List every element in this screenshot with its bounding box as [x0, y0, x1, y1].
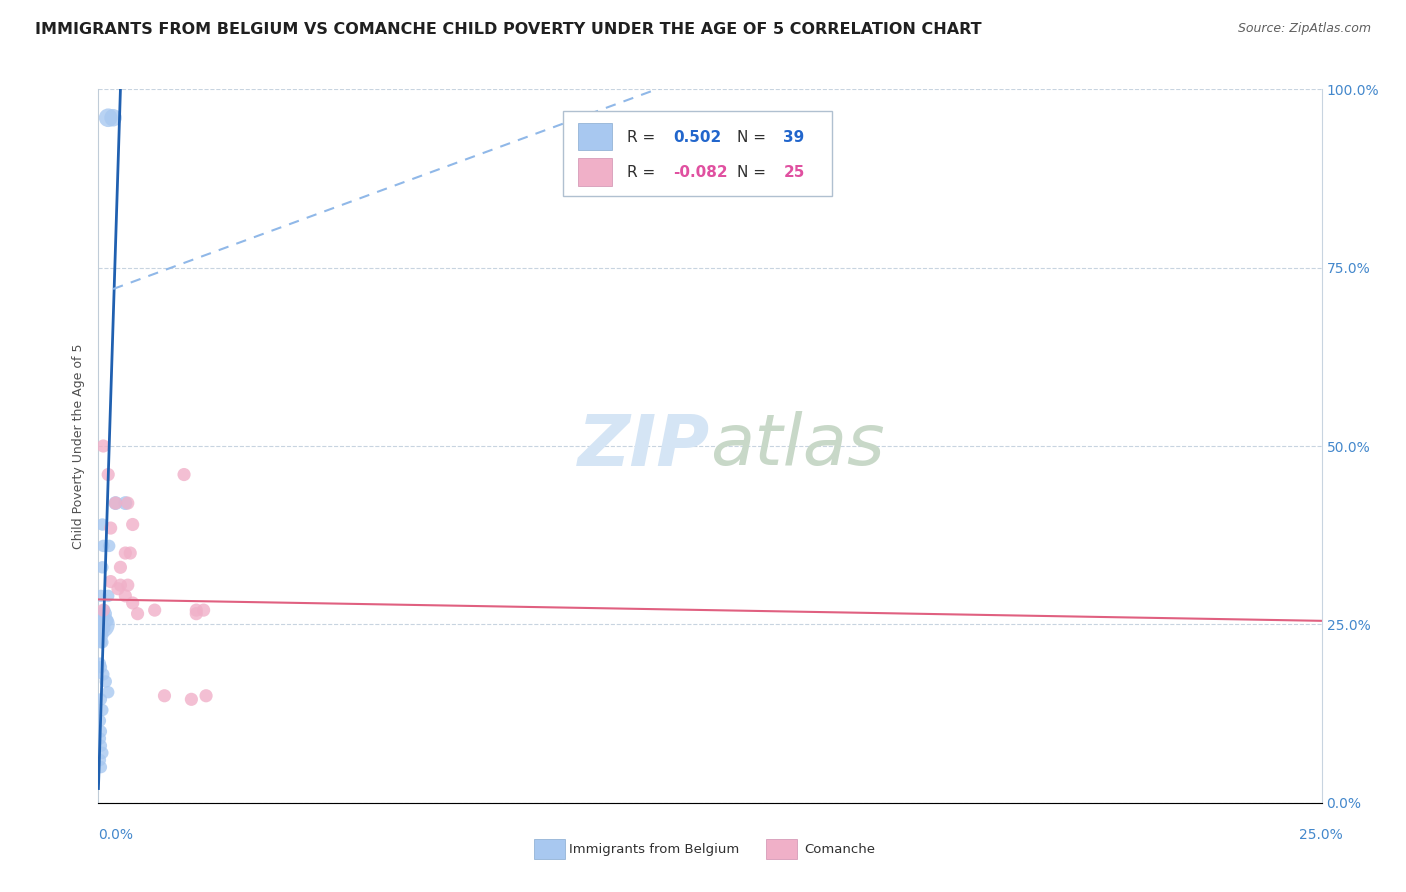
Point	[117, 496, 139, 510]
Text: ZIP: ZIP	[578, 411, 710, 481]
Point	[90, 724, 112, 739]
Point	[104, 496, 127, 510]
Point	[90, 610, 112, 624]
Point	[91, 628, 114, 642]
Text: R =: R =	[627, 129, 659, 145]
Point	[91, 439, 114, 453]
Text: 25: 25	[783, 165, 804, 180]
Point	[91, 746, 114, 760]
Point	[90, 660, 112, 674]
Point	[90, 635, 112, 649]
Point	[91, 667, 114, 681]
Text: IMMIGRANTS FROM BELGIUM VS COMANCHE CHILD POVERTY UNDER THE AGE OF 5 CORRELATION: IMMIGRANTS FROM BELGIUM VS COMANCHE CHIL…	[35, 22, 981, 37]
Point	[89, 624, 111, 639]
Point	[91, 610, 114, 624]
Point	[180, 692, 202, 706]
Point	[90, 760, 112, 774]
Point	[121, 517, 143, 532]
Point	[98, 539, 121, 553]
Point	[93, 603, 115, 617]
Point	[100, 574, 122, 589]
Text: N =: N =	[737, 129, 770, 145]
Point	[90, 589, 112, 603]
Text: R =: R =	[627, 165, 659, 180]
Point	[173, 467, 195, 482]
Point	[114, 546, 136, 560]
Point	[91, 703, 114, 717]
Point	[89, 753, 111, 767]
Point	[90, 617, 112, 632]
Point	[89, 731, 111, 746]
Point	[90, 739, 112, 753]
Point	[90, 626, 112, 640]
Point	[100, 521, 122, 535]
Point	[89, 657, 111, 671]
FancyBboxPatch shape	[564, 111, 832, 196]
Text: Source: ZipAtlas.com: Source: ZipAtlas.com	[1237, 22, 1371, 36]
Point	[101, 111, 124, 125]
Point	[104, 496, 127, 510]
Point	[90, 692, 112, 706]
Text: Comanche: Comanche	[804, 843, 875, 855]
Point	[114, 496, 136, 510]
Point	[91, 539, 114, 553]
Text: 25.0%: 25.0%	[1299, 828, 1343, 842]
Text: atlas: atlas	[710, 411, 884, 481]
Point	[97, 685, 120, 699]
Point	[97, 589, 120, 603]
Point	[186, 607, 208, 621]
Point	[121, 596, 143, 610]
Point	[195, 689, 218, 703]
Point	[143, 603, 166, 617]
Text: -0.082: -0.082	[673, 165, 728, 180]
Text: 0.0%: 0.0%	[98, 828, 134, 842]
Point	[94, 607, 117, 621]
Point	[114, 589, 136, 603]
Point	[91, 619, 114, 633]
Point	[153, 689, 176, 703]
Point	[91, 603, 114, 617]
Y-axis label: Child Poverty Under the Age of 5: Child Poverty Under the Age of 5	[72, 343, 86, 549]
Point	[110, 578, 132, 592]
Point	[91, 607, 114, 621]
Point	[117, 578, 139, 592]
Point	[97, 111, 120, 125]
Point	[120, 546, 142, 560]
Text: Immigrants from Belgium: Immigrants from Belgium	[569, 843, 740, 855]
Text: N =: N =	[737, 165, 770, 180]
Point	[93, 621, 115, 635]
Point	[97, 467, 120, 482]
FancyBboxPatch shape	[578, 159, 612, 186]
Point	[96, 614, 118, 628]
Text: 0.502: 0.502	[673, 129, 721, 145]
Point	[94, 674, 117, 689]
Point	[89, 714, 111, 728]
Point	[186, 603, 208, 617]
FancyBboxPatch shape	[578, 123, 612, 150]
Point	[127, 607, 149, 621]
Point	[193, 603, 215, 617]
Point	[91, 635, 114, 649]
Point	[91, 517, 114, 532]
Point	[91, 560, 114, 574]
Point	[110, 560, 132, 574]
Point	[107, 582, 129, 596]
Point	[89, 632, 111, 646]
Text: 39: 39	[783, 129, 804, 145]
